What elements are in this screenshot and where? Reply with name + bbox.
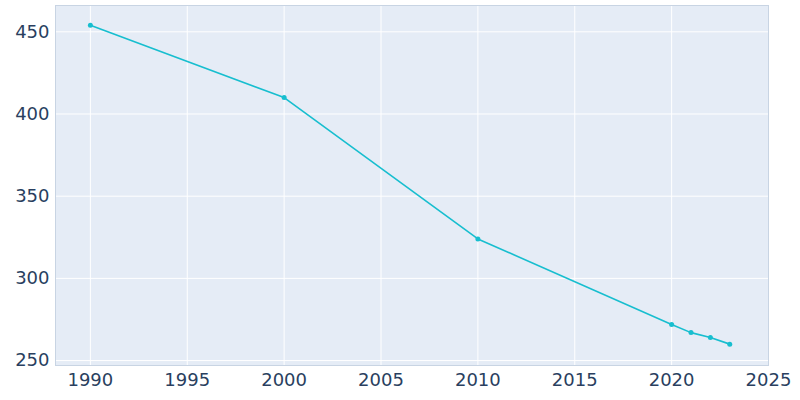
svg-text:250: 250 xyxy=(15,349,49,370)
svg-text:2000: 2000 xyxy=(261,369,307,390)
svg-text:2015: 2015 xyxy=(552,369,598,390)
svg-text:2025: 2025 xyxy=(746,369,792,390)
svg-text:300: 300 xyxy=(15,267,49,288)
svg-text:350: 350 xyxy=(15,185,49,206)
svg-text:1995: 1995 xyxy=(164,369,210,390)
svg-text:450: 450 xyxy=(15,21,49,42)
svg-text:1990: 1990 xyxy=(67,369,113,390)
svg-text:2005: 2005 xyxy=(358,369,404,390)
svg-text:400: 400 xyxy=(15,103,49,124)
svg-text:2010: 2010 xyxy=(455,369,501,390)
svg-text:2020: 2020 xyxy=(649,369,695,390)
